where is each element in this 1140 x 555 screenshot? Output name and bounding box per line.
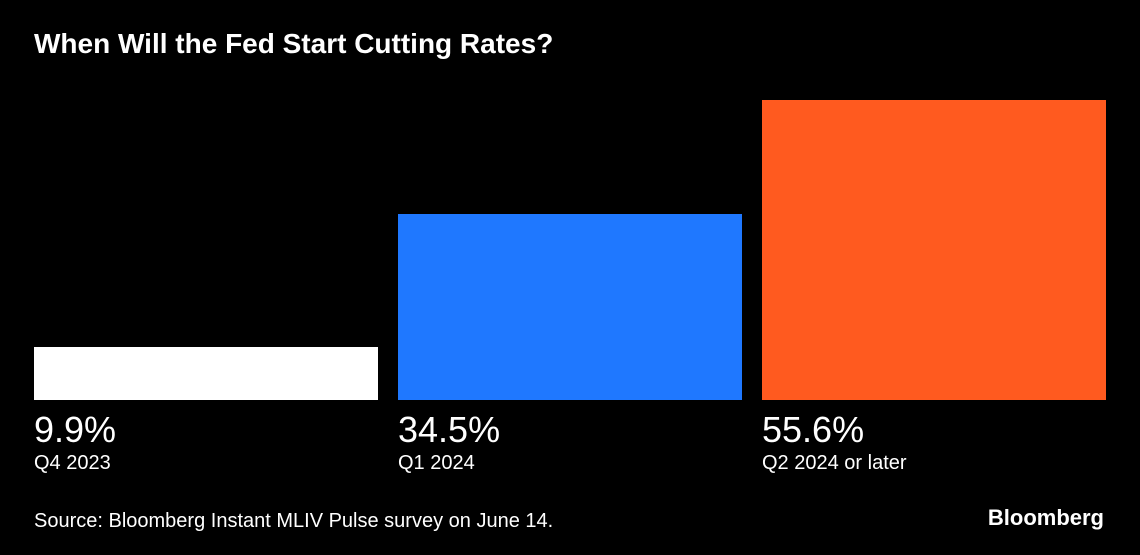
bar-column xyxy=(762,100,1106,400)
label-column: 34.5% Q1 2024 xyxy=(398,410,742,475)
bar-q2-2024-or-later xyxy=(762,100,1106,400)
category-label: Q4 2023 xyxy=(34,452,378,475)
brand-logo: Bloomberg xyxy=(988,505,1104,531)
bar-column xyxy=(398,214,742,400)
bar-q4-2023 xyxy=(34,347,378,400)
label-column: 55.6% Q2 2024 or later xyxy=(762,410,1106,475)
source-text: Source: Bloomberg Instant MLIV Pulse sur… xyxy=(34,510,553,533)
chart-area xyxy=(34,100,1106,400)
category-label: Q1 2024 xyxy=(398,452,742,475)
bar-q1-2024 xyxy=(398,214,742,400)
category-label: Q2 2024 or later xyxy=(762,452,1106,475)
chart-title: When Will the Fed Start Cutting Rates? xyxy=(34,28,553,60)
labels-row: 9.9% Q4 2023 34.5% Q1 2024 55.6% Q2 2024… xyxy=(34,410,1106,475)
value-label: 34.5% xyxy=(398,410,742,450)
value-label: 9.9% xyxy=(34,410,378,450)
value-label: 55.6% xyxy=(762,410,1106,450)
bar-column xyxy=(34,347,378,400)
label-column: 9.9% Q4 2023 xyxy=(34,410,378,475)
